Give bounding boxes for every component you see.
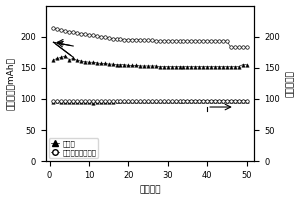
Y-axis label: 效率（％）: 效率（％） (285, 70, 294, 97)
X-axis label: 循环次数: 循环次数 (139, 185, 161, 194)
Y-axis label: 放电容量（mAh）: 放电容量（mAh） (6, 57, 15, 110)
Legend: 电解液, 聚合物凝胶电解质: 电解液, 聚合物凝胶电解质 (49, 138, 98, 158)
